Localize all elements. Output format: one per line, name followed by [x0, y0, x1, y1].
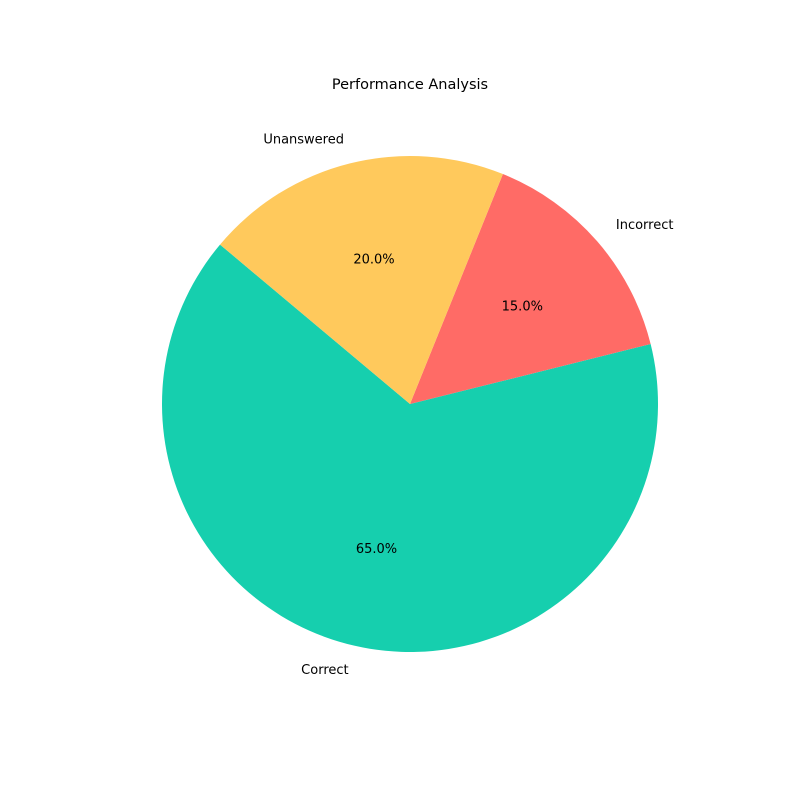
slice-pct-correct: 65.0%	[356, 542, 397, 557]
chart-title: Performance Analysis	[332, 77, 488, 93]
pie-slices	[162, 155, 659, 652]
pie-slice-incorrect	[410, 174, 651, 404]
slice-label-incorrect: Incorrect	[616, 218, 674, 233]
slice-pct-incorrect: 15.0%	[502, 299, 543, 314]
pie-labels: Correct 65.0% Incorrect 15.0% Unanswered 20.0…	[263, 132, 673, 678]
pie-slice-unanswered	[220, 155, 503, 404]
pie-slice-correct	[162, 244, 659, 652]
slice-pct-unanswered: 20.0%	[353, 253, 394, 268]
slice-label-unanswered: Unanswered	[263, 132, 344, 147]
slice-label-correct: Correct	[301, 663, 348, 678]
